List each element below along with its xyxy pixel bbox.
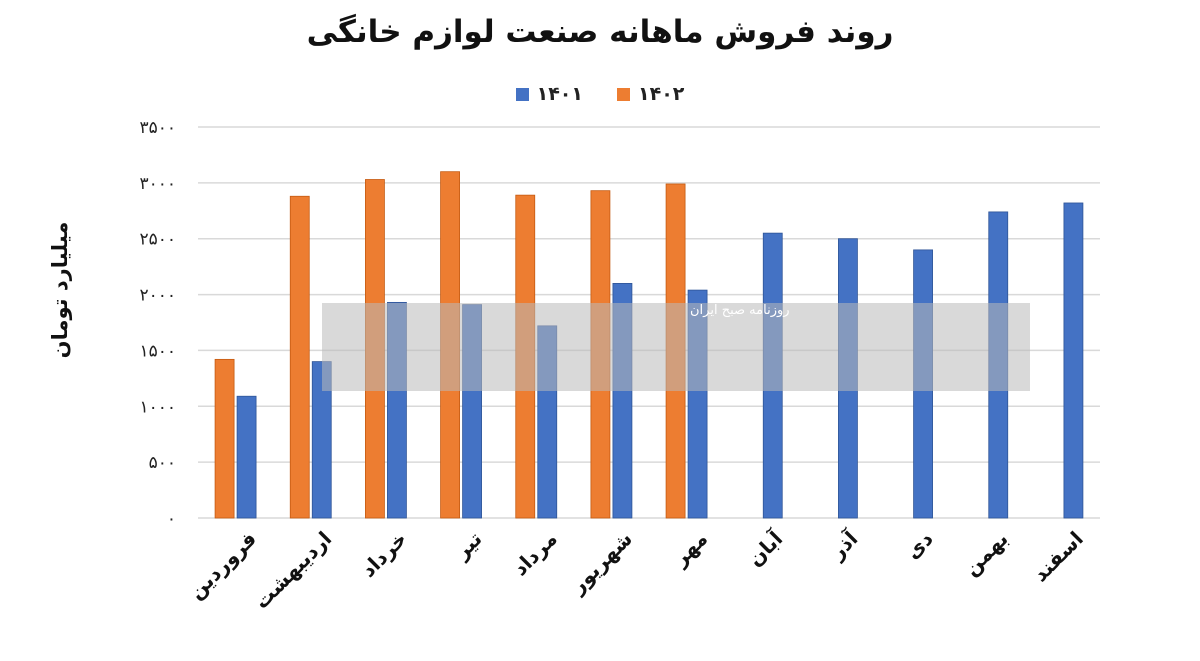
bar-1401-10 <box>913 249 933 519</box>
legend-swatch-1401 <box>515 87 529 101</box>
bar-1401-9 <box>838 238 858 519</box>
x-category-label: دی <box>900 527 937 564</box>
bar-1402-1 <box>214 358 235 519</box>
bar-1402-4 <box>440 171 460 519</box>
bar-1401-7 <box>687 289 708 519</box>
bar-1402-3 <box>365 179 385 519</box>
legend-item-1402: ۱۴۰۲ <box>617 83 684 105</box>
y-tick-labels: ۰ ۵۰۰ ۱۰۰۰ ۱۵۰۰ ۲۰۰۰ ۲۵۰۰ ۳۰۰۰ ۳۵۰۰ <box>139 118 176 529</box>
bar-1401-3 <box>387 301 407 519</box>
x-category-label: بهمن <box>959 527 1013 581</box>
x-category-label: آذر <box>824 525 863 564</box>
bar-1402-5 <box>515 194 536 519</box>
y-tick-label: ۰ <box>167 509 176 529</box>
bar-1401-6 <box>612 282 633 519</box>
x-category-label: تیر <box>449 527 487 565</box>
x-category-label: اردیبهشت <box>249 527 336 614</box>
y-tick-label: ۲۰۰۰ <box>139 286 176 306</box>
y-tick-label: ۱۵۰۰ <box>139 341 176 361</box>
x-category-label: خرداد <box>356 527 411 582</box>
y-tick-label: ۵۰۰ <box>149 453 176 473</box>
legend-label-1401: ۱۴۰۱ <box>536 83 583 105</box>
y-tick-label: ۳۵۰۰ <box>139 118 176 138</box>
bars <box>214 171 1084 519</box>
bar-1401-4 <box>462 304 482 519</box>
bar-1401-5 <box>537 325 558 519</box>
x-category-label: اسفند <box>1028 527 1088 587</box>
legend-label-1402: ۱۴۰۲ <box>638 83 685 105</box>
bar-1402-6 <box>590 190 611 519</box>
chart-title: روند فروش ماهانه صنعت لوازم خانگی <box>306 14 894 50</box>
x-category-label: مرداد <box>508 527 562 581</box>
bar-1402-7 <box>665 183 686 519</box>
y-tick-label: ۳۰۰۰ <box>139 174 176 194</box>
y-tick-label: ۲۵۰۰ <box>139 230 176 250</box>
legend: ۱۴۰۱ ۱۴۰۲ <box>0 83 1200 105</box>
y-tick-label: ۱۰۰۰ <box>139 397 176 417</box>
x-category-label: شهریور <box>565 527 637 599</box>
bar-1401-1 <box>236 395 257 519</box>
legend-item-1401: ۱۴۰۱ <box>515 83 583 105</box>
bar-1401-8 <box>762 232 783 519</box>
bar-1402-2 <box>289 195 310 519</box>
legend-swatch-1402 <box>617 87 630 101</box>
x-category-label: مهر <box>668 527 713 572</box>
x-category-label: آبان <box>742 525 788 571</box>
x-category-label: فروردین <box>184 527 261 604</box>
bar-1401-12 <box>1063 202 1084 519</box>
bar-1401-2 <box>311 361 332 519</box>
grid-lines <box>198 126 1100 519</box>
bar-1401-11 <box>988 211 1009 519</box>
